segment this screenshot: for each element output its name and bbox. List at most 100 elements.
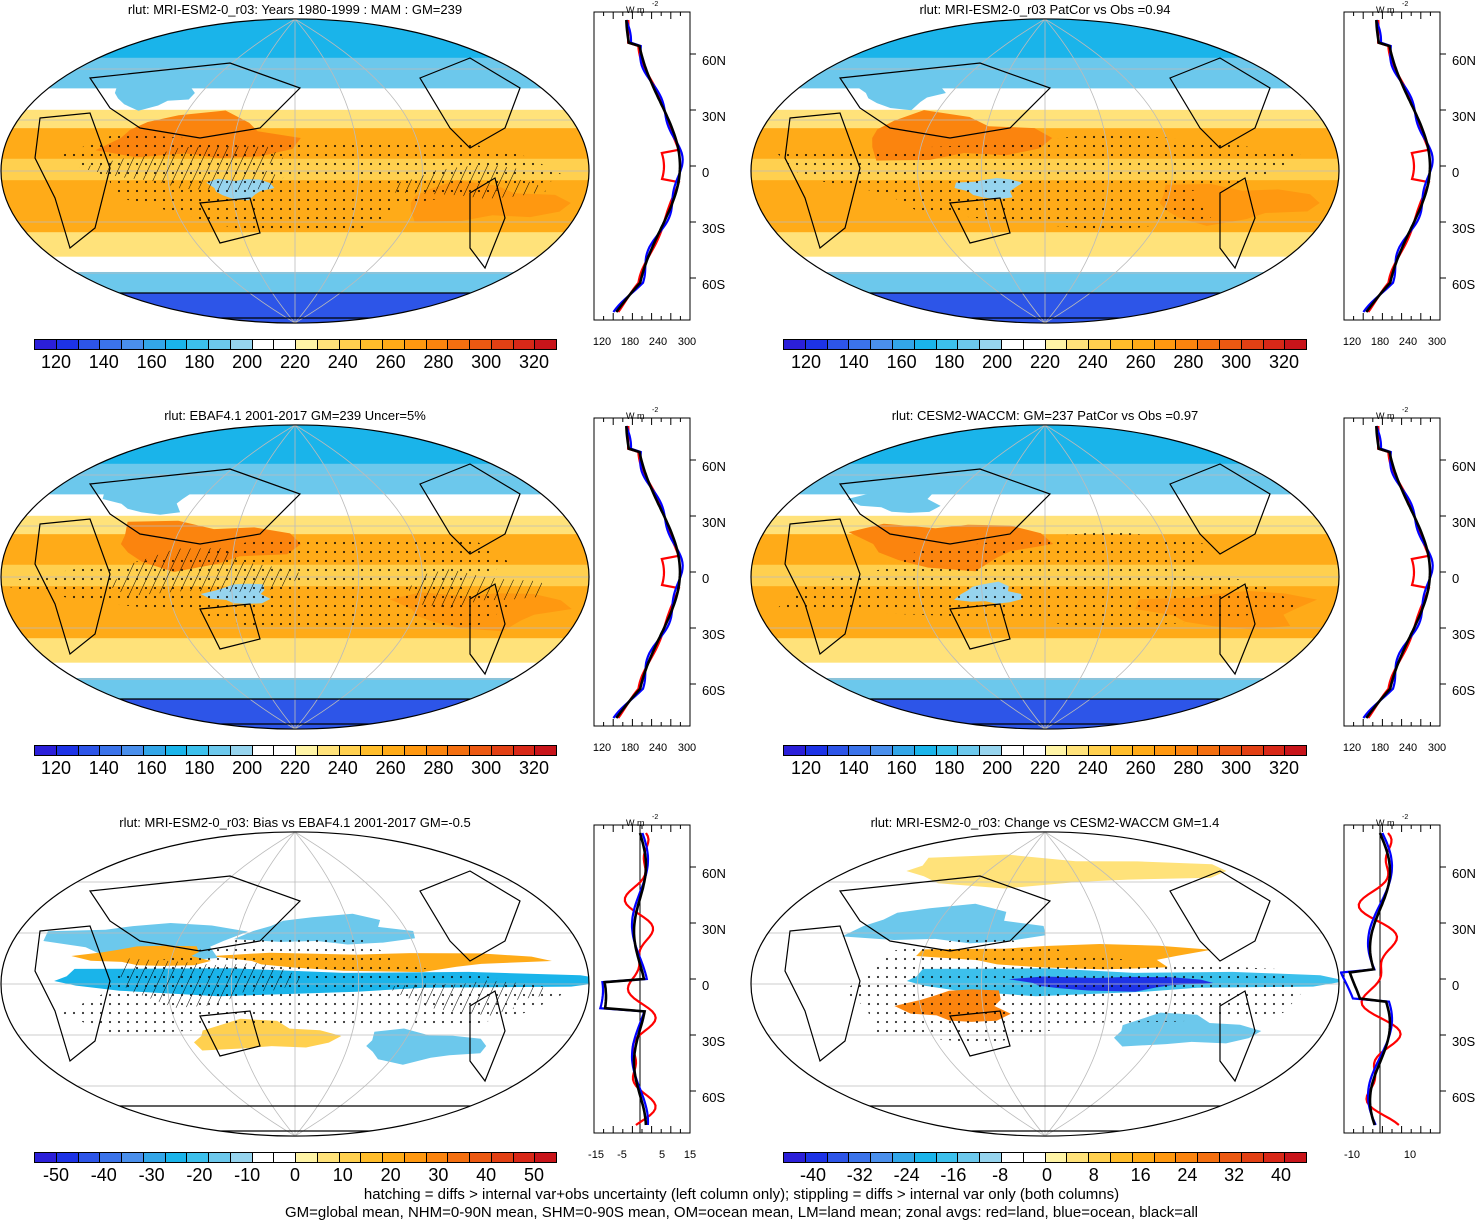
colorbar-swatch	[339, 746, 362, 755]
colorbar-swatch	[1067, 746, 1090, 755]
zonal-tick-label: 240	[648, 742, 668, 754]
colorbar-swatch	[448, 340, 470, 349]
colorbar-label: 280	[1173, 758, 1204, 778]
colorbar-swatch	[448, 1153, 470, 1162]
colorbar-swatch	[165, 746, 188, 755]
colorbar-label: 120	[40, 758, 72, 778]
colorbar-swatch	[1023, 340, 1046, 349]
latitude-label: 30N	[1452, 109, 1476, 124]
colorbar-swatch	[470, 1153, 492, 1162]
colorbar-swatch	[78, 746, 101, 755]
colorbar-label: -20	[186, 1165, 213, 1185]
colorbar-swatch	[1110, 746, 1133, 755]
colorbar-swatch	[383, 1153, 405, 1162]
map-panel-4	[750, 424, 1340, 730]
footer-line-1: hatching = diffs > internal var+obs unce…	[363, 1186, 1120, 1203]
colorbar-label: 320	[1268, 758, 1300, 778]
colorbar-label: 140	[88, 758, 119, 778]
latitude-label: 0	[1452, 571, 1460, 586]
zonal-tick-label: 300	[677, 742, 697, 754]
latitude-label: 60N	[1452, 459, 1476, 474]
colorbar-swatch	[274, 1153, 296, 1162]
colorbar-label: 240	[327, 352, 358, 372]
colorbar-3	[34, 745, 557, 756]
zonal-tick-label: -5	[617, 1149, 627, 1161]
colorbar-swatch	[892, 340, 915, 349]
colorbar-label: 40	[476, 1165, 497, 1185]
colorbar-swatch	[914, 1153, 937, 1162]
colorbar-swatch	[914, 340, 937, 349]
panel-title-2: rlut: MRI-ESM2-0_r03 PatCor vs Obs =0.94	[919, 2, 1171, 17]
colorbar-label: 240	[1077, 352, 1108, 372]
colorbar-swatch	[535, 1153, 556, 1162]
colorbar-label: 280	[423, 758, 454, 778]
colorbar-label: 260	[375, 758, 406, 778]
colorbar-swatch	[404, 746, 427, 755]
colorbar-swatch	[361, 340, 383, 349]
unit-exponent: -2	[1402, 407, 1409, 414]
colorbar-label: 140	[838, 758, 869, 778]
zonal-tick-label: 300	[1427, 336, 1447, 348]
latitude-label: 30S	[702, 221, 726, 236]
colorbar-swatch	[274, 746, 296, 755]
zonal-ocean-line	[1340, 832, 1394, 1126]
colorbar-6	[783, 1152, 1307, 1163]
colorbar-swatch	[122, 1153, 144, 1162]
colorbar-swatch	[805, 340, 828, 349]
zonal-panel-6	[1340, 824, 1446, 1134]
latitude-label: 60N	[702, 53, 726, 68]
colorbar-swatch	[1154, 340, 1177, 349]
zonal-panel-4	[1343, 417, 1446, 727]
zonal-tick-label: 15	[683, 1149, 697, 1161]
colorbar-swatch	[56, 746, 79, 755]
unit-label: W m	[626, 411, 645, 421]
colorbar-2	[783, 339, 1307, 350]
latitude-label: 60S	[1452, 683, 1476, 698]
latitude-label: 60S	[702, 277, 726, 292]
colorbar-label: 220	[1029, 352, 1061, 372]
colorbar-label: 160	[886, 352, 917, 372]
colorbar-swatch	[448, 746, 470, 755]
zonal-tick-label: 300	[1427, 742, 1447, 754]
colorbar-swatch	[165, 1153, 188, 1162]
colorbar-label: 220	[279, 758, 311, 778]
colorbar-swatch	[1089, 340, 1111, 349]
colorbar-swatch	[100, 746, 122, 755]
colorbar-swatch	[1045, 1153, 1068, 1162]
colorbar-label: 200	[982, 758, 1013, 778]
latitude-label: 30N	[702, 109, 726, 124]
colorbar-swatch	[252, 1153, 275, 1162]
colorbar-swatch	[1176, 340, 1199, 349]
map-panel-1	[0, 18, 590, 324]
colorbar-swatch	[78, 1153, 101, 1162]
colorbar-label: 160	[886, 758, 917, 778]
colorbar-swatch	[784, 1153, 806, 1162]
zonal-tick-label: 10	[1403, 1149, 1417, 1161]
colorbar-swatch	[1110, 340, 1133, 349]
colorbar-swatch	[849, 340, 872, 349]
colorbar-swatch	[914, 746, 937, 755]
colorbar-swatch	[339, 1153, 362, 1162]
colorbar-swatch	[361, 1153, 383, 1162]
unit-exponent: -2	[652, 814, 659, 821]
latitude-label: 60S	[1452, 277, 1476, 292]
colorbar-label: 300	[471, 758, 502, 778]
colorbar-swatch	[426, 340, 449, 349]
colorbar-label: 160	[136, 352, 167, 372]
colorbar-label: 280	[423, 352, 454, 372]
colorbar-swatch	[936, 1153, 959, 1162]
colorbar-swatch	[339, 340, 362, 349]
zonal-tick-label: 120	[592, 336, 612, 348]
zonal-all-line	[1365, 19, 1432, 313]
colorbar-label: 180	[934, 758, 965, 778]
colorbar-swatch	[35, 340, 57, 349]
colorbar-label: 24	[1177, 1165, 1198, 1185]
zonal-tick-label: 300	[677, 336, 697, 348]
colorbar-swatch	[958, 746, 981, 755]
colorbar-label: 200	[982, 352, 1013, 372]
zonal-tick-label: -10	[1344, 1149, 1360, 1161]
colorbar-label: 320	[518, 758, 550, 778]
colorbar-label: 160	[136, 758, 167, 778]
colorbar-swatch	[1154, 1153, 1177, 1162]
colorbar-swatch	[143, 746, 166, 755]
